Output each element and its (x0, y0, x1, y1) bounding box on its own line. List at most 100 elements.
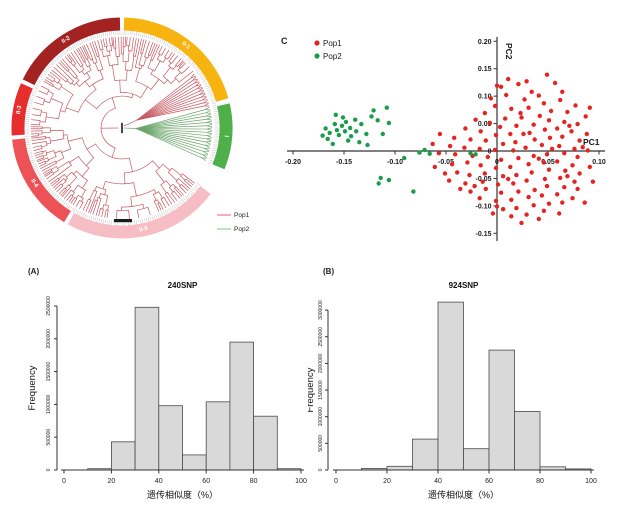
x-tick-label: 100 (585, 478, 597, 485)
branch (59, 183, 62, 186)
branch (31, 139, 41, 141)
pca-point (506, 176, 511, 182)
branch (150, 69, 154, 75)
branch (133, 182, 137, 197)
fan-twig (200, 93, 206, 98)
x-axis (333, 469, 594, 474)
branch (86, 58, 91, 66)
branch (102, 180, 106, 190)
branch-arc (46, 89, 50, 95)
tip-label-tick (67, 46, 71, 51)
x-axis-title: PC1 (583, 137, 600, 147)
tip-label-tick (40, 78, 43, 80)
tip-label-tick (157, 38, 160, 43)
branch (133, 50, 135, 57)
tip-label-tick (61, 52, 65, 56)
pca-point (531, 122, 536, 127)
tip-label-tick (39, 177, 44, 181)
pca-point (375, 118, 380, 123)
tip-label-tick (46, 185, 50, 189)
tip-label-tick (42, 181, 46, 184)
fan-twig (205, 110, 211, 114)
pca-point (369, 114, 374, 119)
pca-point (575, 186, 580, 192)
branch (151, 42, 156, 52)
branch (156, 54, 161, 60)
fan-twig (201, 96, 207, 98)
tip-label-tick (30, 161, 36, 164)
hist-bar (182, 454, 207, 471)
pca-point (565, 109, 570, 115)
branch-arc (130, 189, 155, 198)
branch (111, 147, 116, 158)
branch (71, 69, 78, 77)
branch (129, 37, 131, 44)
tip-label-tick (83, 40, 85, 43)
tip-label-tick (100, 218, 103, 223)
pca-point (516, 155, 521, 161)
fan-twig (201, 157, 207, 162)
branch (43, 160, 46, 163)
tip-label-tick (200, 76, 204, 79)
cluster-arc-I (212, 103, 233, 170)
hist-bar (229, 341, 254, 471)
branch (178, 189, 184, 196)
fan-twig (206, 137, 212, 140)
branch (44, 163, 47, 165)
branch (163, 196, 166, 201)
pca-point (430, 141, 435, 147)
branch (65, 107, 79, 113)
fan-stem (123, 119, 138, 127)
branch (164, 193, 169, 199)
pca-point (473, 117, 478, 122)
branch (50, 179, 56, 185)
branch (53, 67, 63, 75)
tip-label-tick (55, 58, 58, 62)
branch (69, 76, 74, 82)
panel-label: (B) (323, 267, 334, 276)
branch (60, 60, 67, 67)
hist-bar (412, 438, 439, 471)
pca-point (498, 190, 504, 195)
legend-dot-Pop2 (314, 53, 320, 59)
pca-point (519, 115, 524, 120)
pca-point (478, 129, 483, 134)
branch (61, 190, 68, 197)
branch (59, 76, 67, 83)
tip-label-tick (211, 153, 217, 156)
branch (82, 180, 88, 189)
x-tick-label: 60 (202, 478, 210, 485)
pca-point (472, 183, 477, 189)
x-tick-label: 100 (295, 478, 307, 485)
tip-label-tick (31, 94, 35, 97)
branch (159, 202, 161, 205)
fan-twig (206, 138, 212, 142)
branch (39, 163, 45, 167)
pca-point (546, 167, 552, 172)
branch (49, 170, 53, 173)
branch (147, 59, 152, 69)
branch (102, 204, 105, 210)
branch (64, 56, 70, 62)
fan-line (135, 128, 205, 149)
x-tick-label: 60 (485, 478, 493, 485)
branch (76, 60, 82, 67)
branch (98, 210, 101, 217)
tip-label-tick (196, 70, 200, 74)
branch (167, 197, 173, 205)
tip-label-tick (211, 151, 216, 154)
branch (184, 180, 188, 184)
tip-label-tick (96, 33, 99, 39)
branch (49, 171, 53, 174)
tip-label-tick (32, 165, 37, 168)
pca-point (494, 204, 500, 209)
legend-label-Pop1: Pop1 (234, 212, 250, 219)
pca-point (378, 175, 383, 181)
branch (64, 184, 70, 189)
branch (101, 49, 104, 57)
branch-arc (58, 84, 63, 91)
branch-arc (45, 141, 48, 146)
fan-twig (206, 118, 212, 121)
branch (172, 183, 176, 188)
branch (38, 90, 45, 94)
